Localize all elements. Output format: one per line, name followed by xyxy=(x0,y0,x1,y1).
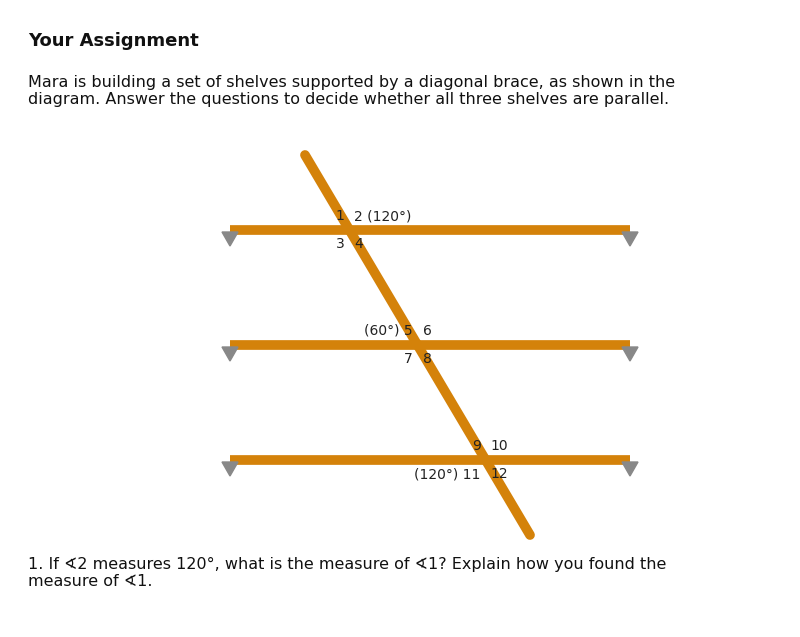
Polygon shape xyxy=(222,347,238,361)
Text: 8: 8 xyxy=(422,352,431,366)
Text: 10: 10 xyxy=(490,439,508,453)
Polygon shape xyxy=(622,232,638,246)
Text: Mara is building a set of shelves supported by a diagonal brace, as shown in the: Mara is building a set of shelves suppor… xyxy=(28,75,675,108)
Polygon shape xyxy=(222,462,238,476)
Text: 1. If ∢2 measures 120°, what is the measure of ∢1? Explain how you found the
mea: 1. If ∢2 measures 120°, what is the meas… xyxy=(28,557,666,589)
Text: (120°) 11: (120°) 11 xyxy=(414,467,481,481)
Polygon shape xyxy=(222,232,238,246)
Text: 1: 1 xyxy=(335,209,345,223)
Text: (60°) 5: (60°) 5 xyxy=(364,324,413,338)
Text: 6: 6 xyxy=(422,324,431,338)
Text: 4: 4 xyxy=(354,237,363,251)
Text: 9: 9 xyxy=(472,439,481,453)
Text: 7: 7 xyxy=(404,352,413,366)
Text: 12: 12 xyxy=(490,467,508,481)
Text: 3: 3 xyxy=(336,237,345,251)
Text: 2 (120°): 2 (120°) xyxy=(354,209,412,223)
Text: Your Assignment: Your Assignment xyxy=(28,32,198,50)
Polygon shape xyxy=(622,462,638,476)
Polygon shape xyxy=(622,347,638,361)
